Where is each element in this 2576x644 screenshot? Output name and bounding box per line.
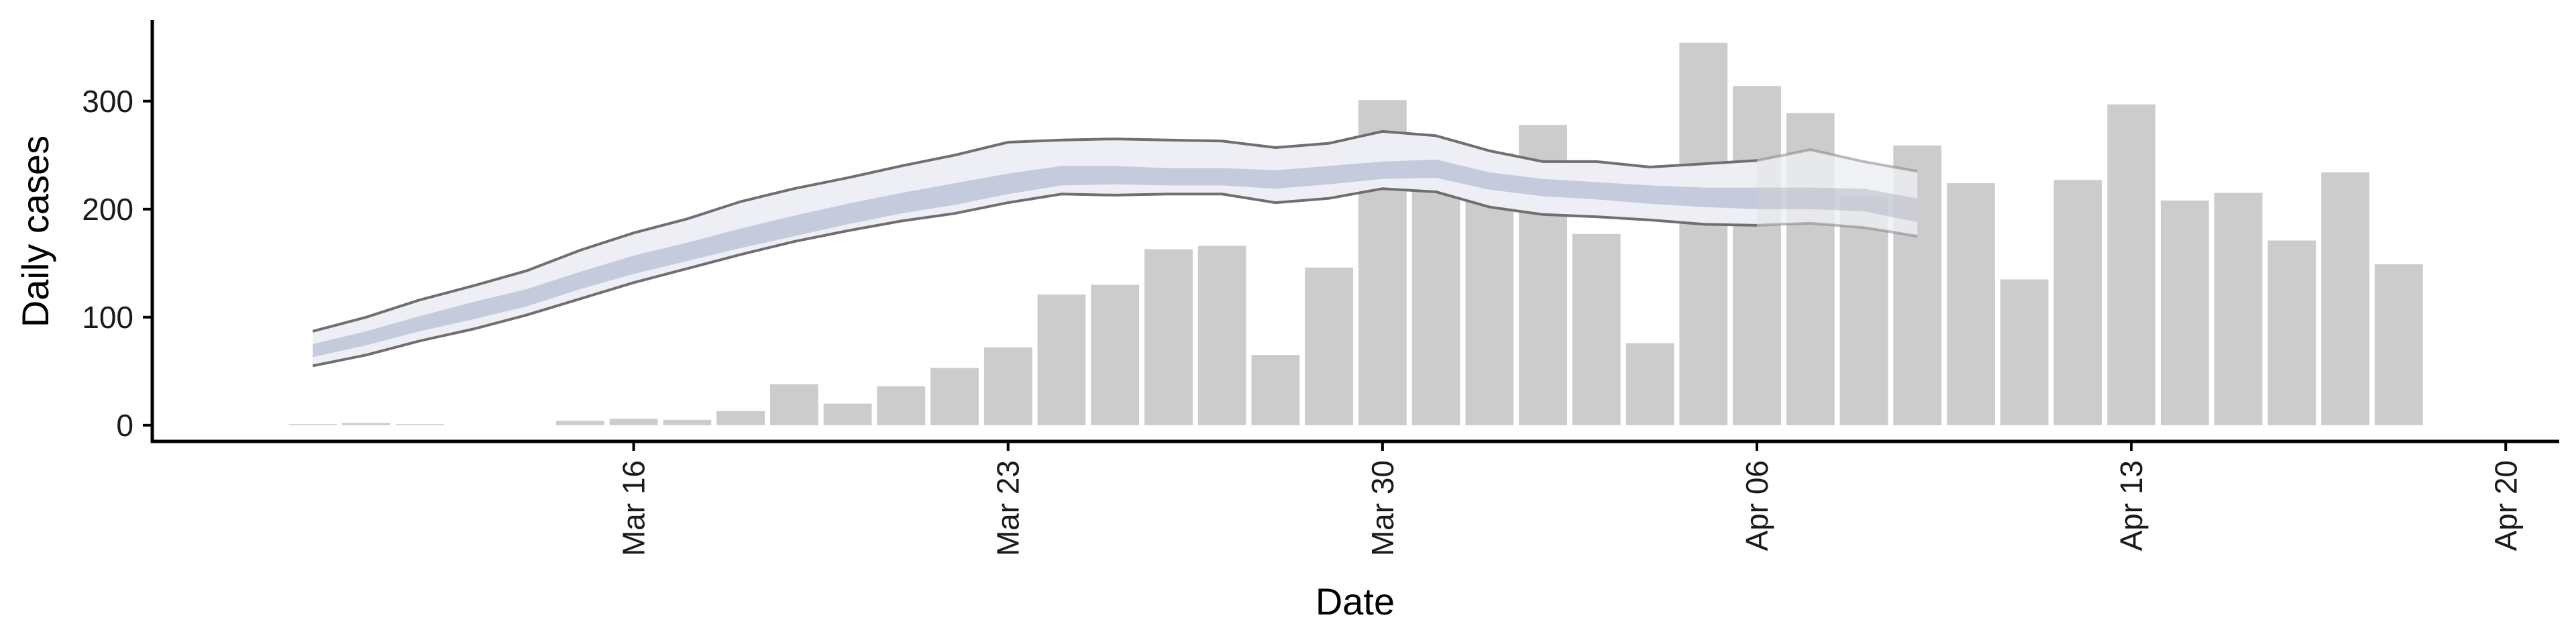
bar-2020-03-16 xyxy=(609,419,658,425)
bar-2020-04-10 xyxy=(1947,183,1995,425)
ticks-layer: 0 100 200 300 Mar 16 Mar 23 Mar 30 Apr 06 Apr 13… xyxy=(82,84,2523,556)
bar-2020-03-20 xyxy=(823,403,872,425)
y-tick-label-300: 300 xyxy=(82,84,133,119)
bar-2020-04-12 xyxy=(2053,180,2102,425)
bar-2020-04-13 xyxy=(2107,104,2156,425)
estimate-band-layer xyxy=(312,129,1918,368)
bar-2020-03-26 xyxy=(1144,249,1193,425)
bar-2020-04-15 xyxy=(2214,193,2263,425)
upper-bound-line-projection xyxy=(1756,148,1918,173)
bar-2020-03-11 xyxy=(342,423,390,425)
y-axis-title: Daily cases xyxy=(14,136,56,327)
bar-2020-03-10 xyxy=(288,424,337,425)
bar-2020-04-18 xyxy=(2374,264,2423,425)
x-tick-label-2020-03-23: Mar 23 xyxy=(991,460,1026,556)
bar-2020-03-19 xyxy=(769,384,818,425)
bar-2020-03-25 xyxy=(1091,284,1140,425)
bar-2020-03-12 xyxy=(395,424,444,425)
bar-2020-04-05 xyxy=(1679,42,1728,425)
bar-2020-03-22 xyxy=(930,368,979,425)
x-tick-label-2020-04-13: Apr 13 xyxy=(2114,460,2149,551)
bar-2020-03-23 xyxy=(983,347,1032,425)
bar-2020-04-14 xyxy=(2161,200,2209,425)
upper-bound-line xyxy=(312,129,1758,333)
bar-2020-03-15 xyxy=(556,421,604,425)
bar-2020-03-29 xyxy=(1305,267,1354,425)
x-tick-label-2020-04-20: Apr 20 xyxy=(2488,460,2523,551)
x-axis-title: Date xyxy=(1316,580,1395,623)
x-tick-label-2020-03-16: Mar 16 xyxy=(616,460,651,556)
x-tick-label-2020-03-30: Mar 30 xyxy=(1365,460,1400,556)
bars-layer xyxy=(288,42,2423,425)
bar-2020-04-17 xyxy=(2321,172,2369,425)
bar-2020-03-21 xyxy=(877,386,926,425)
bar-2020-03-31 xyxy=(1411,176,1460,425)
bar-2020-04-04 xyxy=(1625,343,1674,425)
x-tick-label-2020-04-06: Apr 06 xyxy=(1739,460,1774,551)
bar-2020-04-16 xyxy=(2267,240,2316,425)
y-tick-label-100: 100 xyxy=(82,300,133,335)
axes-layer xyxy=(150,20,2559,443)
bar-2020-03-18 xyxy=(716,411,765,425)
bar-2020-04-06 xyxy=(1733,86,1781,425)
bar-2020-03-24 xyxy=(1037,294,1086,425)
bar-2020-03-28 xyxy=(1251,355,1300,425)
y-tick-label-0: 0 xyxy=(116,408,133,443)
bar-2020-03-17 xyxy=(663,419,712,425)
bar-2020-03-27 xyxy=(1197,246,1246,425)
bar-2020-04-11 xyxy=(2000,279,2049,425)
outer-interval-band-projection xyxy=(1757,150,1918,237)
bar-2020-04-08 xyxy=(1839,196,1888,425)
lower-bound-line xyxy=(312,187,1758,368)
lower-bound-line-projection xyxy=(1756,221,1918,238)
bar-2020-04-03 xyxy=(1572,233,1621,425)
inner-interval-band-projection xyxy=(1757,187,1918,223)
y-tick-label-200: 200 xyxy=(82,192,133,227)
